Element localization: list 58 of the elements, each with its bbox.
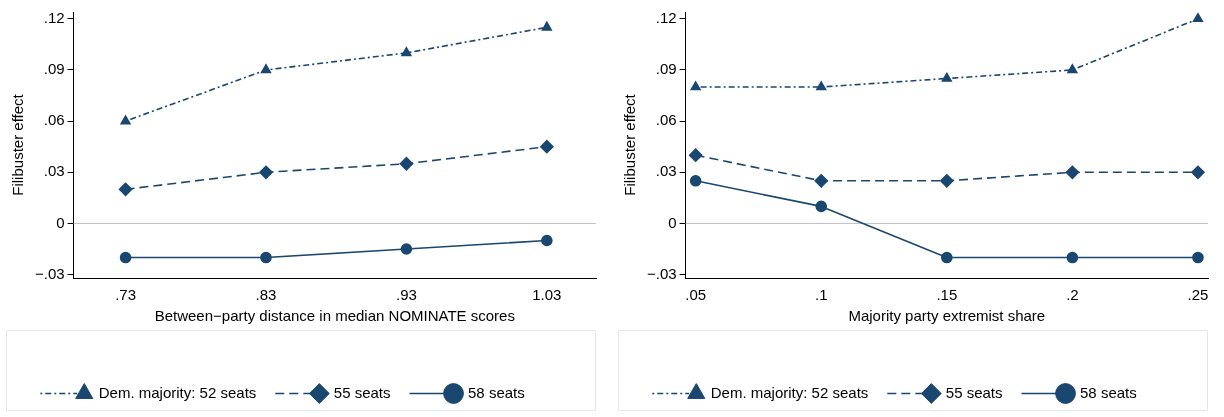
point <box>400 243 413 255</box>
y-tick-label: .12 <box>43 8 65 26</box>
point <box>690 81 701 91</box>
x-tick-label: .83 <box>255 286 277 304</box>
point <box>260 251 272 264</box>
y-tick-label: .09 <box>43 60 65 78</box>
point <box>1192 251 1204 264</box>
y-tick-label: .06 <box>43 111 65 129</box>
y-tick-label: −.03 <box>34 264 65 282</box>
legend-label: 58 seats <box>1080 383 1137 401</box>
point <box>541 21 552 31</box>
point <box>401 47 412 57</box>
point <box>540 139 554 154</box>
legend-label: 55 seats <box>333 383 391 401</box>
y-tick-label: −.03 <box>646 264 677 282</box>
x-tick-label: .15 <box>936 286 958 304</box>
point <box>1191 165 1205 180</box>
point <box>940 174 954 188</box>
x-axis-title: Majority party extremist share <box>848 307 1046 325</box>
y-tick-label: .09 <box>655 60 677 78</box>
legend-label: Dem. majority: 52 seats <box>710 383 869 401</box>
x-tick-label: 1.03 <box>532 286 562 304</box>
y-tick-label: .03 <box>43 162 65 180</box>
legend-label: 55 seats <box>945 383 1003 401</box>
point <box>118 182 133 197</box>
point <box>941 251 953 264</box>
point <box>816 81 827 91</box>
point <box>814 174 829 188</box>
x-tick-label: .93 <box>395 286 417 304</box>
point <box>259 165 273 180</box>
point <box>1192 13 1204 23</box>
point <box>689 175 702 187</box>
point <box>1066 251 1079 264</box>
point <box>119 251 132 264</box>
point <box>1067 64 1078 74</box>
x-tick-label: .2 <box>1066 286 1079 304</box>
point <box>1065 165 1080 180</box>
x-tick-label: .25 <box>1187 286 1209 304</box>
y-tick-label: .03 <box>655 162 677 180</box>
y-axis-title: Filibuster effect <box>9 93 27 196</box>
y-tick-label: 0 <box>668 213 677 231</box>
y-tick-label: .06 <box>655 111 677 129</box>
point <box>399 156 414 171</box>
point <box>260 64 272 74</box>
point <box>815 200 828 213</box>
y-axis-title: Filibuster effect <box>621 93 639 196</box>
point <box>120 115 131 125</box>
x-tick-label: .05 <box>685 286 707 304</box>
x-axis-title: Between−party distance in median NOMINATE scores <box>154 307 515 325</box>
point <box>541 234 553 247</box>
legend-label: Dem. majority: 52 seats <box>98 383 257 401</box>
x-tick-label: .73 <box>115 286 136 304</box>
y-tick-label: 0 <box>56 213 65 231</box>
point <box>688 148 703 163</box>
y-tick-label: .12 <box>655 8 677 26</box>
x-tick-label: .1 <box>814 286 828 304</box>
legend-label: 58 seats <box>468 383 525 401</box>
point <box>941 72 952 82</box>
